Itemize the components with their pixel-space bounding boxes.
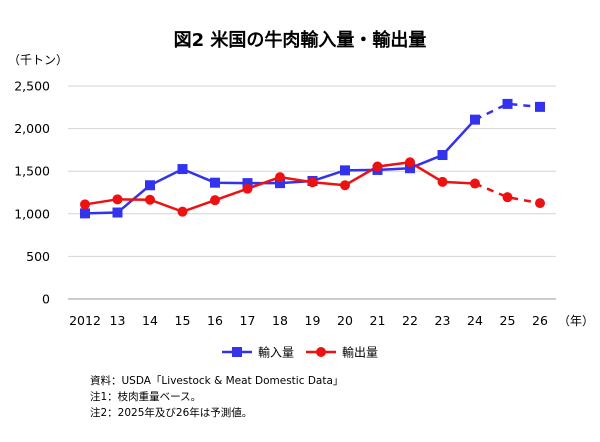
legend: 輸入量 輸出量 — [222, 345, 378, 360]
x-tick-label: 13 — [110, 313, 126, 328]
data-point-circle — [210, 195, 220, 206]
series-forecast-line-0 — [474, 102, 541, 121]
data-point-square — [340, 165, 350, 176]
x-tick-label: 15 — [175, 313, 191, 328]
data-point-circle — [275, 172, 285, 183]
legend-label-0: 輸入量 — [258, 345, 294, 360]
x-tick-label: 24 — [467, 313, 483, 328]
data-point-circle — [177, 206, 188, 217]
data-point-circle — [242, 183, 253, 194]
y-axis-ticks: 0 500 1,000 1,500 2,000 2,500 — [14, 79, 50, 307]
data-point-square — [535, 101, 545, 112]
y-tick-label: 2,500 — [14, 79, 50, 94]
data-point-square — [242, 178, 253, 189]
series-forecast-line-1 — [474, 182, 541, 205]
data-point-circle — [470, 178, 480, 189]
chart-title: 図2 米国の牛肉輸入量・輸出量 — [174, 29, 427, 51]
x-tick-label: 18 — [272, 313, 288, 328]
data-point-square — [502, 98, 513, 109]
data-point-circle — [307, 177, 318, 188]
x-tick-label: 14 — [142, 313, 158, 328]
data-point-circle — [80, 199, 90, 210]
data-point-circle — [437, 176, 448, 187]
x-tick-label: 25 — [500, 313, 516, 328]
data-point-circle — [535, 198, 545, 209]
legend-marker-circle — [316, 347, 326, 357]
legend-label-1: 輸出量 — [342, 345, 378, 360]
data-point-square — [177, 164, 188, 175]
data-point-square — [470, 114, 480, 125]
data-point-circle — [145, 194, 155, 205]
data-point-circle — [502, 192, 513, 203]
data-point-square — [437, 150, 448, 161]
x-tick-label: 23 — [435, 313, 451, 328]
data-point-circle — [112, 194, 123, 205]
data-point-circle — [372, 161, 383, 172]
x-axis-unit: （年） — [558, 314, 594, 328]
y-axis-unit: （千トン） — [8, 53, 68, 67]
x-tick-label: 19 — [305, 313, 321, 328]
source-note: 資料：USDA「Livestock & Meat Domestic Data」 — [90, 375, 344, 387]
gridlines — [68, 85, 556, 300]
y-tick-label: 1,500 — [14, 164, 50, 179]
notes: 資料：USDA「Livestock & Meat Domestic Data」 … — [90, 373, 343, 421]
data-point-square — [210, 177, 220, 188]
note-2: 注2：2025年及び26年は予測値。 — [90, 407, 253, 419]
y-tick-label: 0 — [42, 292, 50, 307]
data-point-circle — [340, 180, 350, 191]
note-1: 注1：枝肉重量ベース。 — [90, 391, 202, 403]
x-tick-label: 20 — [337, 313, 353, 328]
x-tick-label: 17 — [240, 313, 256, 328]
data-point-square — [145, 180, 155, 191]
data-point-square — [112, 207, 123, 218]
y-tick-label: 1,000 — [14, 206, 50, 221]
x-tick-label: 16 — [207, 313, 223, 328]
data-point-square — [275, 178, 285, 189]
y-tick-label: 500 — [26, 249, 50, 264]
data-point-square — [405, 163, 415, 174]
x-tick-label: 22 — [402, 313, 418, 328]
x-tick-label: 26 — [532, 313, 548, 328]
x-axis-ticks: 2012 13 14 15 16 17 18 19 20 21 22 23 24 25 26 — [69, 313, 548, 328]
data-point-circle — [405, 157, 415, 168]
x-tick-label: 21 — [370, 313, 386, 328]
legend-marker-square — [232, 347, 242, 357]
data-point-square — [80, 208, 90, 219]
x-tick-label: 2012 — [69, 313, 101, 328]
y-tick-label: 2,000 — [14, 121, 50, 136]
series-markers — [80, 98, 545, 219]
